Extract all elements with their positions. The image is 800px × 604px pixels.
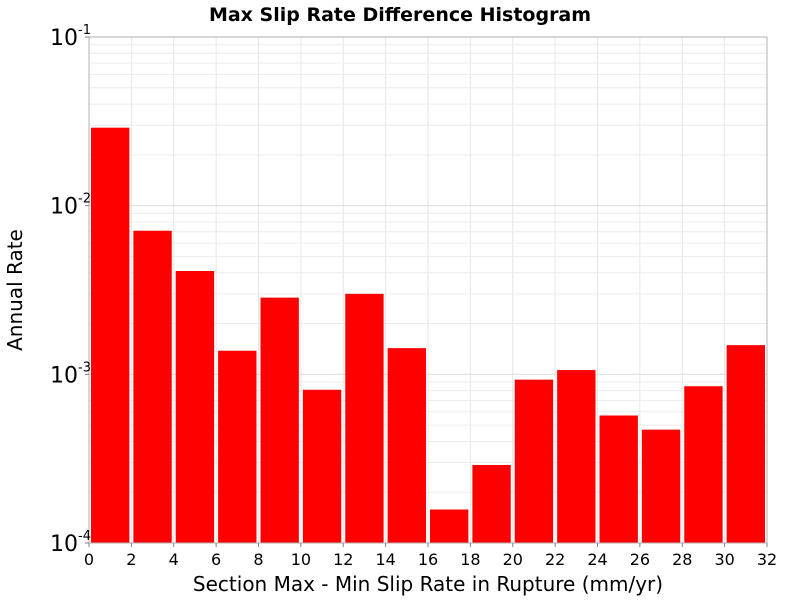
x-axis-label: Section Max - Min Slip Rate in Rupture (… (193, 572, 663, 596)
x-tick-label: 12 (333, 550, 353, 569)
x-tick-label: 14 (375, 550, 395, 569)
histogram-bar (514, 379, 554, 543)
x-tick-label: 8 (253, 550, 263, 569)
x-tick-label: 18 (460, 550, 480, 569)
histogram-bar (302, 389, 342, 543)
histogram-bar (726, 345, 765, 543)
x-tick-label: 32 (757, 550, 777, 569)
bars (91, 127, 765, 543)
x-tick-label: 16 (418, 550, 438, 569)
histogram-bar (430, 509, 469, 543)
histogram-bar (175, 270, 215, 543)
x-tick-label: 2 (126, 550, 136, 569)
histogram-bar (91, 127, 130, 543)
histogram-bar (557, 370, 596, 543)
y-tick-label: 10-4 (50, 529, 91, 557)
histogram-bar (599, 415, 638, 543)
histogram-bar (387, 348, 426, 543)
y-tick-label: 10-2 (50, 192, 91, 220)
histogram-bar (641, 429, 681, 543)
grid (89, 37, 767, 544)
x-tick-label: 24 (587, 550, 607, 569)
histogram-bar (345, 293, 384, 543)
y-tick-label: 10-3 (50, 360, 91, 388)
x-tick-label: 30 (714, 550, 734, 569)
y-axis-label: Annual Rate (3, 229, 27, 351)
x-axis-ticks: 0 2 4 6 8 10 12 14 16 18 20 22 24 26 28 30 32 (84, 543, 777, 569)
y-axis-ticks: 10-4 10-3 10-2 10-1 (50, 23, 91, 557)
y-tick-label: 10-1 (50, 23, 91, 51)
x-tick-label: 22 (545, 550, 565, 569)
x-tick-label: 26 (630, 550, 650, 569)
x-tick-label: 28 (672, 550, 692, 569)
histogram-bar (260, 297, 299, 543)
x-tick-label: 10 (291, 550, 311, 569)
histogram-bar (472, 465, 511, 543)
histogram-bar (218, 350, 257, 543)
x-tick-label: 6 (211, 550, 221, 569)
histogram-bar (684, 386, 723, 543)
x-tick-label: 0 (84, 550, 94, 569)
chart-title: Max Slip Rate Difference Histogram (209, 4, 591, 26)
x-tick-label: 4 (169, 550, 179, 569)
histogram-bar (133, 230, 172, 543)
x-tick-label: 20 (503, 550, 523, 569)
